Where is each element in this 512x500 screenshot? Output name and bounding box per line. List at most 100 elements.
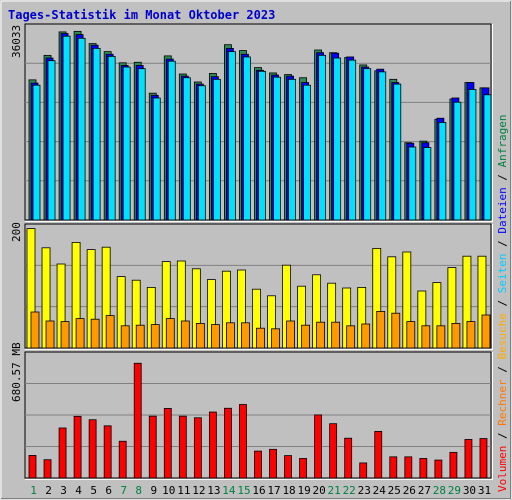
volume-bar [88,419,97,479]
pages-bar [393,83,402,221]
x-tick-label: 10 [162,484,175,497]
volume-bar [464,439,473,479]
volume-panel-ylabel: 680.57 MB [10,342,23,402]
x-tick-label: 24 [373,484,387,497]
x-tick-label: 29 [448,484,461,497]
hosts-bar [180,320,190,349]
right-legend-item: Dateien [496,187,509,233]
hosts-bar [481,314,491,349]
x-tick-label: 16 [252,484,265,497]
pages-bar [258,70,266,221]
hosts-bar [150,324,160,349]
volume-bar [434,459,443,479]
volume-bar [58,427,67,479]
volume-bar [118,440,127,479]
pages-bar [273,76,281,221]
x-tick-label: 21 [328,484,341,497]
volume-bar [28,455,37,479]
pages-bar [348,59,357,221]
pages-bar [137,68,146,221]
x-tick-label: 27 [418,484,431,497]
right-legend-item: Volumen [496,446,509,492]
hosts-bar [421,325,431,349]
volume-bar [193,417,202,479]
volume-bar [73,415,82,479]
x-tick-label: 20 [313,484,326,497]
pages-bar [62,35,71,221]
right-legend-item: Rechner [496,379,509,426]
pages-bar [152,97,161,221]
hosts-bar [271,328,280,349]
volume-bar [299,458,307,479]
volume-bar [178,415,187,479]
pages-bar [288,78,296,221]
right-legend-separator: / [496,167,509,187]
right-legend-item: Besuche [496,313,509,359]
x-tick-label: 26 [403,484,416,497]
hosts-bar [195,322,205,349]
hosts-bar [301,324,310,349]
pages-bar [468,89,477,221]
x-tick-label: 1 [30,484,37,497]
hosts-bar [376,310,386,349]
pages-bar [122,66,131,221]
right-legend-separator: / [496,426,509,446]
x-tick-label: 23 [358,484,371,497]
right-legend-separator: / [496,360,509,380]
hosts-bar [406,321,416,349]
volume-bar [344,437,353,479]
x-tick-label: 14 [222,484,236,497]
volume-bar [314,414,323,479]
hosts-bar [75,318,85,349]
hosts-bar [165,318,175,349]
pages-bar [47,60,56,221]
x-tick-label: 25 [388,484,401,497]
volume-bar [269,448,277,479]
pages-bar [228,51,236,221]
visits-panel-ylabel: 200 [10,222,23,242]
volume-bar [389,456,398,479]
volume-bar [449,451,458,479]
volume-bar [284,455,292,479]
pages-bar [107,56,116,221]
x-tick-label: 30 [463,484,476,497]
hosts-bar [135,324,145,349]
hosts-bar [466,321,476,349]
pages-bar [303,84,311,221]
x-tick-label: 4 [75,484,82,497]
pages-bar [167,60,176,221]
volume-bar [208,411,217,479]
hosts-bar [391,312,401,349]
x-tick-label: 7 [120,484,127,497]
volume-bar [404,456,413,479]
x-tick-label: 3 [60,484,67,497]
volume-bar [419,458,428,479]
pages-bar [453,101,462,221]
hosts-bar [346,325,356,349]
volume-bar [43,459,52,479]
pages-bar [318,54,327,221]
hosts-bar [210,324,220,349]
hosts-bar [331,321,341,349]
pages-bar [423,147,432,221]
pages-bar [378,71,387,221]
x-tick-label: 8 [135,484,142,497]
volume-bar [163,408,172,479]
hosts-bar [256,327,265,349]
volume-bar [254,450,262,479]
x-tick-label: 19 [297,484,310,497]
hosts-bar [451,322,461,349]
x-tick-label: 15 [237,484,250,497]
pages-bar [333,57,342,221]
pages-bar [483,94,492,221]
volume-bar [148,415,157,479]
x-tick-label: 2 [45,484,52,497]
x-tick-label: 12 [192,484,205,497]
volume-bar [359,462,368,479]
volume-bar [224,407,232,479]
right-legend-item: Seiten [496,254,509,294]
pages-bar [438,122,447,221]
x-tick-label: 18 [282,484,295,497]
right-legend-separator: / [496,234,509,254]
volume-bar [329,423,338,479]
